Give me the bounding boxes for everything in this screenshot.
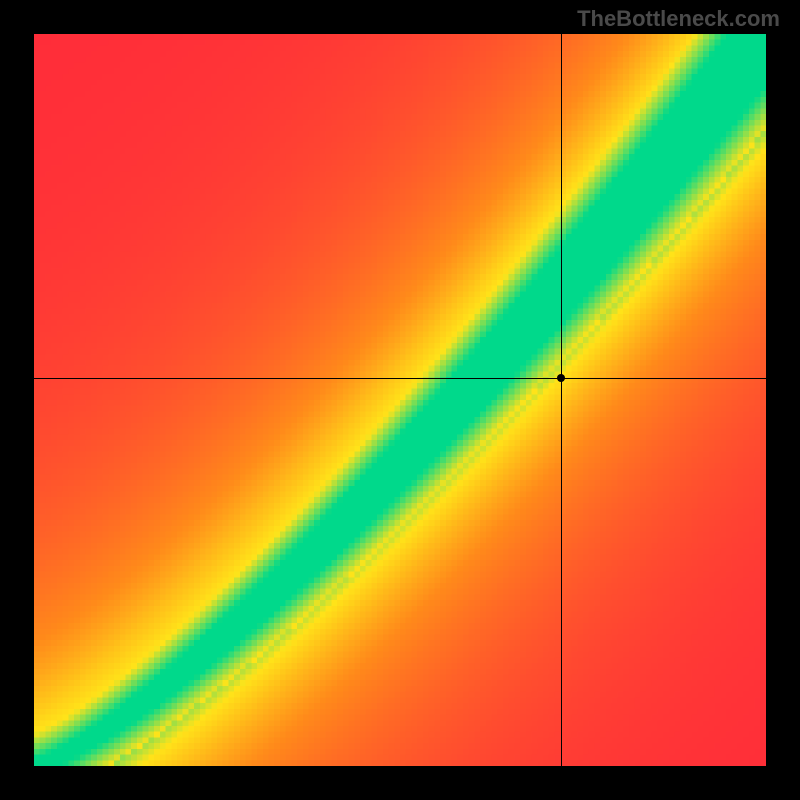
crosshair-marker-dot: [557, 374, 565, 382]
crosshair-vertical-line: [561, 34, 562, 766]
watermark-text: TheBottleneck.com: [577, 6, 780, 32]
heatmap-plot-area: [34, 34, 766, 766]
heatmap-canvas: [34, 34, 766, 766]
crosshair-horizontal-line: [34, 378, 766, 379]
